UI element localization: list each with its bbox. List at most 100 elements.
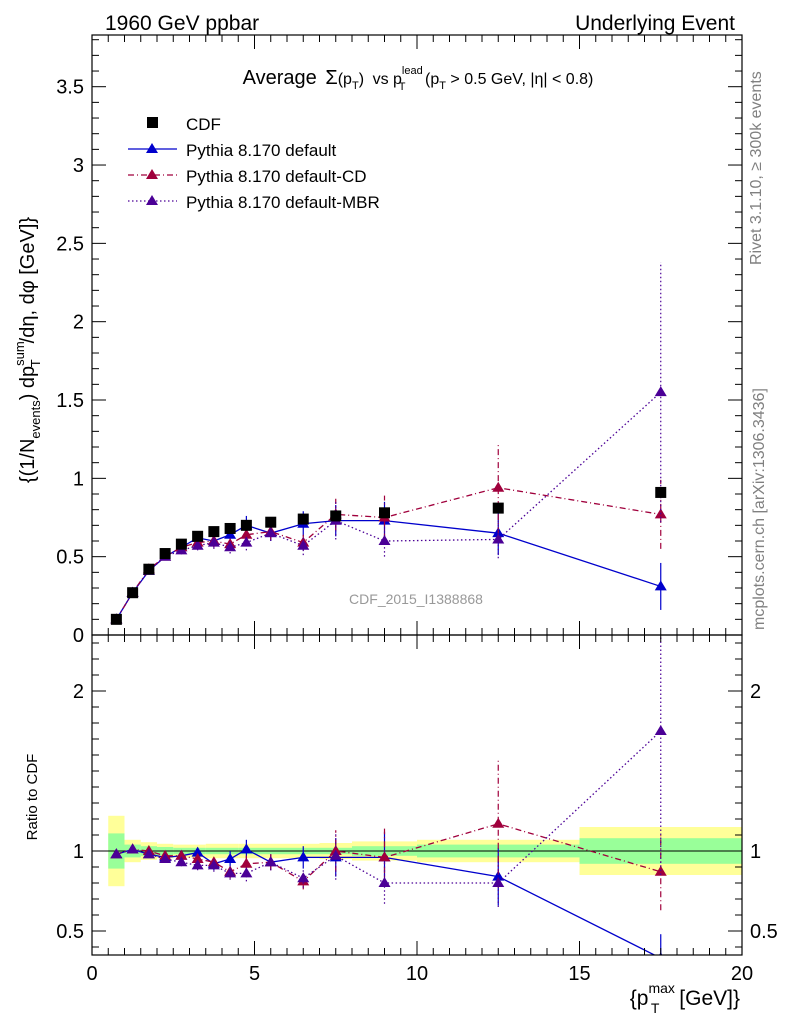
legend-marker-mbr [146, 195, 158, 205]
main-series-default-mbr-point [492, 533, 505, 544]
main-series-cdf-point [492, 502, 504, 514]
ratio-series-default-cd-point [378, 851, 391, 862]
main-series-default-mbr-point [191, 539, 204, 550]
main-y-tick-label: 2 [73, 312, 84, 334]
ratio-series-default-mbr-point [207, 859, 220, 870]
ratio-series-default-mbr-point [224, 867, 237, 878]
mcplots-label: mcplots.cern.ch [arXiv:1306.3436] [751, 388, 768, 630]
rivet-label: Rivet 3.1.10, ≥ 300k events [748, 71, 765, 265]
ratio-series-default-mbr-point [126, 843, 139, 854]
main-y-axis-label: {(1/Nevents) dpsumT/dη, dφ [GeV]} [12, 217, 43, 483]
ratio-series-default-cd-point [191, 853, 204, 863]
ratio-series-default-mbr-point [378, 877, 391, 887]
legend-label-default: Pythia 8.170 default [186, 141, 337, 160]
ratio-y-tick-label-right: 1 [750, 841, 761, 863]
main-series-default-point [654, 580, 667, 591]
main-series-cdf-point [127, 587, 139, 599]
ratio-series-default-point [492, 870, 505, 881]
x-tick-label: 15 [568, 963, 590, 985]
ratio-series-default-mbr-point [492, 877, 505, 887]
main-series-cdf-point [655, 486, 667, 498]
ratio-series-default-point [191, 846, 204, 857]
main-series-default-mbr-point [240, 536, 253, 547]
ratio-series-default-mbr-point [297, 872, 310, 883]
ratio-series-default-cd-point [492, 817, 505, 828]
ratio-frame [91, 634, 743, 956]
legend-label-cdf: CDF [186, 115, 221, 134]
legend-label-mbr: Pythia 8.170 default-MBR [186, 193, 380, 212]
main-series-default-mbr-line [115, 391, 662, 620]
ratio-series-default-mbr-point [142, 848, 155, 859]
legend-marker-cdf [147, 117, 158, 128]
main-series-default-mbr-point [297, 539, 310, 550]
x-tick-label: 5 [249, 963, 260, 985]
main-series-cdf-point [330, 510, 342, 522]
main-series-default-mbr [110, 262, 667, 624]
x-tick-labels: 0 5 10 15 20 [86, 963, 753, 985]
ratio-series-default-mbr-point [329, 849, 342, 860]
main-series-cdf-point [224, 522, 236, 534]
ratio-series-default-mbr [110, 635, 667, 907]
main-series-cdf-point [143, 563, 155, 575]
ratio-series-default-mbr-point [110, 848, 123, 859]
ratio-series-default-mbr-point [159, 853, 172, 863]
main-y-tick-label: 3.5 [56, 77, 84, 99]
ratio-axis-ticks: 0.5 1 2 0.5 1 2 [56, 635, 778, 955]
main-series-cdf [110, 486, 667, 625]
main-series-default-cd-point [492, 481, 505, 492]
analysis-watermark: CDF_2015_I1388868 [349, 591, 483, 607]
main-y-tick-label: 1 [73, 468, 84, 490]
ratio-series-default-point [240, 843, 253, 854]
ratio-panel [92, 815, 742, 887]
legend: CDF Pythia 8.170 default Pythia 8.170 de… [128, 115, 380, 212]
main-series-default-mbr-point [224, 541, 237, 552]
main-series-default-cd-point [240, 528, 253, 539]
main-y-tick-label: 2.5 [56, 233, 84, 255]
ratio-series-default-mbr-point [240, 867, 253, 878]
main-series-cdf-point [240, 519, 252, 531]
ratio-series-default-mbr-point [191, 859, 204, 870]
legend-marker-cd [146, 169, 158, 179]
main-series-cdf-point [208, 526, 220, 538]
ratio-series-default-point [297, 851, 310, 862]
ratio-series-default-mbr-point [264, 856, 277, 867]
x-tick-label: 0 [86, 963, 97, 985]
main-series-cdf-point [192, 530, 204, 542]
legend-marker-default [146, 143, 158, 153]
plot-title: Average Σ(pT) vs plead T (pT > 0.5 GeV, |… [243, 65, 594, 95]
main-series-cdf-point [159, 548, 171, 560]
main-series-cdf-point [110, 613, 122, 625]
ratio-y-tick-label-right: 0.5 [750, 921, 778, 943]
x-tick-label: 20 [731, 963, 753, 985]
main-series-default-mbr-point [207, 536, 220, 547]
ratio-series-default-point [224, 853, 237, 863]
ratio-series-default-cd-point [240, 857, 253, 868]
main-series-default-mbr-point [654, 386, 667, 397]
main-series-cdf-point [175, 538, 187, 550]
ratio-series-default-mbr-point [175, 856, 188, 867]
ratio-y-tick-label: 2 [73, 681, 84, 703]
legend-label-cd: Pythia 8.170 default-CD [186, 167, 367, 186]
x-tick-label: 10 [406, 963, 428, 985]
main-series-cdf-point [297, 513, 309, 525]
ratio-series-default-mbr-point [654, 725, 667, 735]
ratio-series-default-cd-point [175, 849, 188, 860]
ratio-y-tick-label: 0.5 [56, 921, 84, 943]
x-axis-label: {pmax T [GeV]} [630, 980, 740, 1016]
main-series-cdf-point [379, 507, 390, 519]
main-series-default-mbr-point [378, 535, 391, 546]
header-right: Underlying Event [575, 12, 735, 35]
ratio-y-axis-label: Ratio to CDF [24, 754, 41, 841]
ratio-y-tick-label-right: 2 [750, 681, 761, 703]
main-series-default-mbr-point [264, 527, 277, 538]
main-axis-ticks: 0 0.5 1 1.5 2 2.5 3 3.5 [56, 35, 743, 647]
main-y-tick-label: 3 [73, 155, 84, 177]
ratio-y-tick-label: 1 [73, 841, 84, 863]
header-left: 1960 GeV ppbar [105, 12, 259, 35]
main-y-tick-label: 0.5 [56, 547, 84, 569]
main-y-tick-label: 0 [73, 625, 84, 647]
ratio-series-layer [110, 635, 667, 955]
main-series-layer [110, 262, 667, 625]
